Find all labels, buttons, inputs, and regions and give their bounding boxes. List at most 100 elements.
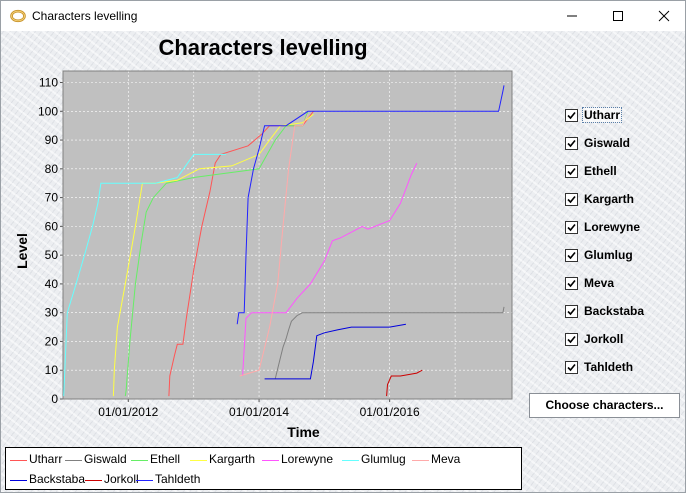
- checkbox-backstaba[interactable]: Backstaba: [565, 303, 675, 321]
- maximize-icon: [613, 11, 623, 21]
- y-tick-label: 30: [45, 306, 59, 320]
- legend-label: Backstaba: [29, 472, 86, 486]
- legend-swatch: [10, 460, 27, 461]
- y-tick-label: 80: [45, 162, 59, 176]
- legend-swatch: [131, 460, 148, 461]
- close-icon: [658, 10, 670, 22]
- window-content: Characters levelling 0 10 20 30 40 50 60 70 80 90…: [0, 31, 686, 493]
- checkbox-tahldeth[interactable]: Tahldeth: [565, 359, 675, 377]
- checkbox-label[interactable]: Ethell: [584, 164, 617, 178]
- checkbox-label[interactable]: Lorewyne: [584, 220, 641, 234]
- y-tick-label: 60: [45, 219, 59, 233]
- legend-swatch: [136, 480, 153, 481]
- ring-icon: [10, 9, 26, 23]
- check-icon: [567, 335, 576, 344]
- checkbox-giswald[interactable]: Giswald: [565, 135, 675, 153]
- legend-label: Giswald: [84, 452, 127, 466]
- legend-label: Ethell: [150, 452, 181, 466]
- chart-legend: Utharr Giswald Ethell Kargarth Lorewyne Gluml…: [5, 447, 522, 490]
- y-tick-label: 70: [45, 191, 59, 205]
- legend-swatch: [190, 460, 207, 461]
- series-line-tahldeth: [236, 85, 505, 325]
- series-line-ethell: [124, 111, 309, 397]
- check-icon: [567, 307, 576, 316]
- minimize-icon: [567, 15, 577, 17]
- plot-area: [63, 71, 512, 399]
- checkbox-meva[interactable]: Meva: [565, 275, 675, 293]
- checkbox-lorewyne[interactable]: Lorewyne: [565, 219, 675, 237]
- checkbox-label[interactable]: Kargarth: [584, 192, 635, 206]
- choose-characters-button[interactable]: Choose characters...: [529, 393, 680, 418]
- checkbox-box[interactable]: [565, 137, 578, 150]
- legend-label: Kargarth: [209, 452, 256, 466]
- y-axis-label: Level: [14, 233, 30, 269]
- series-line-giswald: [274, 306, 505, 380]
- close-button[interactable]: [641, 1, 686, 31]
- checkbox-box[interactable]: [565, 361, 578, 374]
- check-icon: [567, 111, 576, 120]
- checkbox-box[interactable]: [565, 333, 578, 346]
- checkbox-utharr[interactable]: Utharr: [565, 107, 675, 125]
- checkbox-kargarth[interactable]: Kargarth: [565, 191, 675, 209]
- check-icon: [567, 279, 576, 288]
- check-icon: [567, 195, 576, 204]
- checkbox-box[interactable]: [565, 109, 578, 122]
- checkbox-label[interactable]: Utharr: [581, 107, 623, 123]
- plot-frame: [62, 70, 513, 400]
- legend-swatch: [342, 460, 359, 461]
- checkbox-glumlug[interactable]: Glumlug: [565, 247, 675, 265]
- window-titlebar: Characters levelling: [0, 0, 686, 31]
- y-tick-label: 10: [45, 363, 59, 377]
- series-line-lorewyne: [242, 162, 418, 377]
- legend-swatch: [85, 480, 102, 481]
- series-line-utharr: [168, 110, 314, 397]
- checkbox-label[interactable]: Jorkoll: [584, 332, 624, 346]
- checkbox-label[interactable]: Backstaba: [584, 304, 645, 318]
- level-chart: 0 10 20 30 40 50 60 70 80 90 100 110 01/01/2012 01/01…: [14, 70, 513, 440]
- x-tick-label: 01/01/2014: [229, 405, 289, 419]
- checkbox-box[interactable]: [565, 221, 578, 234]
- check-icon: [567, 167, 576, 176]
- checkbox-label[interactable]: Meva: [584, 276, 615, 290]
- legend-label: Glumlug: [361, 452, 406, 466]
- legend-label: Utharr: [29, 452, 63, 466]
- checkbox-box[interactable]: [565, 305, 578, 318]
- legend-swatch: [10, 480, 27, 481]
- legend-swatch: [65, 460, 82, 461]
- y-tick-label: 40: [45, 277, 59, 291]
- checkbox-box[interactable]: [565, 193, 578, 206]
- legend-swatch: [262, 460, 279, 461]
- check-icon: [567, 139, 576, 148]
- series-line-backstaba: [264, 323, 406, 380]
- legend-label: Lorewyne: [281, 452, 334, 466]
- y-tick-label: 50: [45, 248, 59, 262]
- y-tick-label: 100: [38, 104, 58, 118]
- window-title: Characters levelling: [32, 9, 138, 23]
- maximize-button[interactable]: [595, 1, 641, 31]
- checkbox-box[interactable]: [565, 249, 578, 262]
- series-line-jorkoll: [386, 369, 423, 397]
- checkbox-label[interactable]: Tahldeth: [584, 360, 634, 374]
- check-icon: [567, 363, 576, 372]
- y-tick-label: 20: [45, 334, 59, 348]
- checkbox-label[interactable]: Glumlug: [584, 248, 633, 262]
- checkbox-box[interactable]: [565, 277, 578, 290]
- minimize-button[interactable]: [549, 1, 595, 31]
- series-line-kargarth: [112, 113, 314, 397]
- legend-label: Meva: [431, 452, 461, 466]
- checkbox-label[interactable]: Giswald: [584, 136, 631, 150]
- legend-label: Jorkoll: [104, 472, 139, 486]
- chart-title: Characters levelling: [158, 35, 368, 60]
- y-tick-label: 0: [51, 392, 58, 406]
- legend-label: Tahldeth: [155, 472, 201, 486]
- y-tick-label: 110: [39, 76, 58, 90]
- x-axis-label: Time: [287, 424, 320, 440]
- checkbox-jorkoll[interactable]: Jorkoll: [565, 331, 675, 349]
- checkbox-ethell[interactable]: Ethell: [565, 163, 675, 181]
- checkbox-box[interactable]: [565, 165, 578, 178]
- check-icon: [567, 251, 576, 260]
- x-tick-label: 01/01/2012: [98, 405, 158, 419]
- check-icon: [567, 223, 576, 232]
- x-tick-label: 01/01/2016: [360, 405, 420, 419]
- legend-swatch: [412, 460, 429, 461]
